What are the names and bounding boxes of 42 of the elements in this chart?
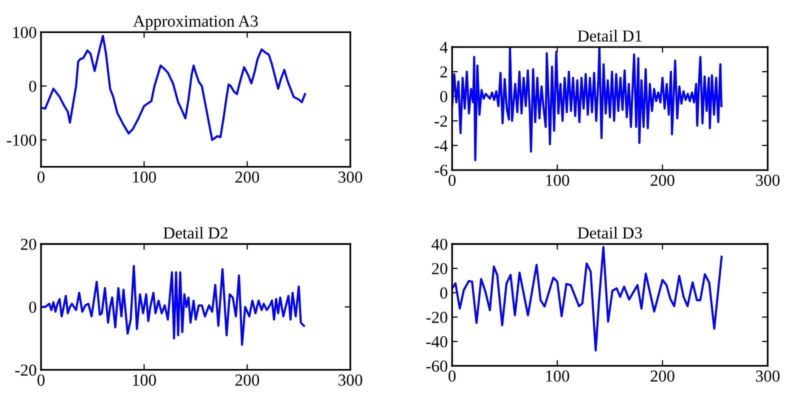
y-tick-label: 0 bbox=[440, 287, 448, 299]
x-tick-label: 200 bbox=[650, 370, 674, 382]
x-tick-label: 0 bbox=[448, 370, 456, 382]
y-tick-label: 100 bbox=[13, 26, 36, 38]
chart-title: Detail D1 bbox=[578, 30, 642, 42]
x-tick-label: 200 bbox=[650, 174, 674, 186]
y-tick-label: -100 bbox=[6, 134, 36, 146]
x-tick-label: 200 bbox=[235, 374, 260, 386]
y-tick-label: 4 bbox=[440, 42, 448, 53]
x-tick-label: 200 bbox=[235, 171, 260, 183]
chart-title: Approximation A3 bbox=[133, 16, 258, 30]
y-tick-label: 20 bbox=[20, 238, 36, 250]
x-tick-label: 0 bbox=[448, 174, 456, 186]
x-tick-label: 100 bbox=[546, 174, 570, 186]
y-tick-label: -20 bbox=[15, 364, 36, 376]
x-tick-label: 100 bbox=[546, 370, 570, 382]
x-tick-label: 300 bbox=[338, 171, 362, 183]
x-tick-label: 100 bbox=[133, 374, 156, 386]
line-series bbox=[41, 34, 306, 141]
y-tick-label: 0 bbox=[29, 302, 36, 313]
x-tick-label: 300 bbox=[338, 374, 362, 386]
y-tick-label: -40 bbox=[426, 336, 448, 348]
y-tick-label: -20 bbox=[426, 312, 448, 324]
y-tick-label: -2 bbox=[434, 116, 448, 127]
chart-title: Detail D3 bbox=[578, 226, 642, 239]
line-series bbox=[452, 47, 722, 162]
line-series bbox=[452, 246, 723, 352]
x-tick-label: 300 bbox=[756, 174, 780, 186]
chart-title: Detail D2 bbox=[164, 226, 228, 239]
y-tick-label: -6 bbox=[434, 164, 448, 176]
y-tick-label: 40 bbox=[432, 238, 448, 250]
y-tick-label: 0 bbox=[29, 80, 36, 92]
x-tick-label: 300 bbox=[756, 370, 780, 382]
x-tick-label: 0 bbox=[37, 171, 45, 183]
y-tick-label: -60 bbox=[426, 360, 448, 372]
y-tick-label: 0 bbox=[440, 90, 448, 102]
y-tick-label: 20 bbox=[432, 263, 448, 274]
y-tick-label: -4 bbox=[434, 140, 448, 152]
y-tick-label: 2 bbox=[440, 66, 448, 78]
line-series bbox=[41, 264, 305, 346]
x-tick-label: 100 bbox=[133, 171, 156, 183]
x-tick-label: 0 bbox=[37, 374, 45, 386]
